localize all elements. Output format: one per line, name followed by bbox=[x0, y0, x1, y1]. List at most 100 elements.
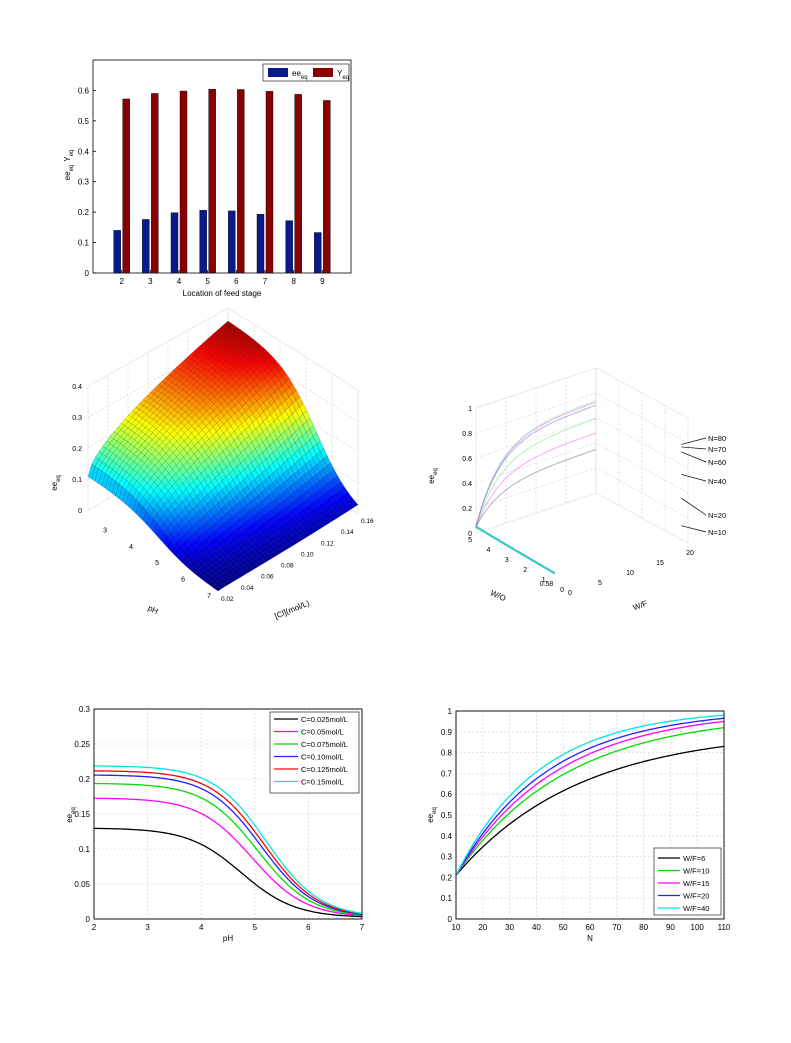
x-tick-label: 60 bbox=[586, 923, 595, 932]
series-pointer bbox=[681, 437, 707, 445]
z-tick-label: 0.1 bbox=[72, 477, 82, 484]
line3d-axes-box bbox=[475, 367, 689, 544]
y-tick-label: 0.8 bbox=[441, 749, 453, 758]
y-tick-label: 0.25 bbox=[74, 740, 90, 749]
legend-label: W/F=15 bbox=[683, 879, 709, 888]
series-line-C=0.025mol/L bbox=[93, 827, 363, 918]
bar-chart-ylabel: eeeqYeq bbox=[63, 150, 75, 181]
grid-line bbox=[475, 392, 597, 434]
ph-ylabel: eeeq bbox=[65, 807, 77, 823]
series-line-N=80 bbox=[475, 525, 556, 574]
y-tick-label: 0.05 bbox=[74, 880, 90, 889]
legend-label: W/F=10 bbox=[683, 867, 709, 876]
z-tick-label: 0.2 bbox=[72, 446, 82, 453]
x-tick-label: 7 bbox=[263, 277, 268, 286]
n-ylabel: eeeq bbox=[426, 807, 438, 823]
surface-zlabel: eeeq bbox=[50, 475, 62, 491]
y-tick-label: 0.5 bbox=[441, 811, 453, 820]
y-tick-label: 0.08 bbox=[281, 563, 294, 570]
series-shadow-N=80 bbox=[475, 400, 597, 527]
x-tick-label: 10 bbox=[626, 570, 634, 577]
svg-text:eeeq: eeeq bbox=[50, 475, 62, 491]
y-tick-label: 0 bbox=[86, 915, 91, 924]
bar-ee-6 bbox=[228, 210, 236, 274]
legend-label: W/F=6 bbox=[683, 854, 705, 863]
n-legend: W/F=6 W/F=10 W/F=15 W/F=20 W/F=40 bbox=[653, 847, 722, 916]
legend-label: C=0.05mol/L bbox=[301, 728, 344, 737]
n-xlabel: N bbox=[587, 934, 593, 943]
series-label: N=80 bbox=[708, 434, 726, 443]
x-tick-label: 15 bbox=[656, 560, 664, 567]
x-tick-label: 7 bbox=[360, 923, 365, 932]
x-tick-label: 50 bbox=[559, 923, 568, 932]
legend-label: C=0.125mol/L bbox=[301, 765, 348, 774]
z-tick-label: 0.4 bbox=[462, 481, 472, 488]
z-tick-label: 0.3 bbox=[72, 415, 82, 422]
bar-ee-4 bbox=[170, 212, 179, 274]
y-tick-label: 0.9 bbox=[441, 728, 453, 737]
bar-chart-plot-area bbox=[92, 59, 352, 274]
y-tick-label: 0.2 bbox=[441, 873, 453, 882]
legend-label: W/F=40 bbox=[683, 904, 709, 913]
bar-y-2 bbox=[122, 98, 130, 274]
x-tick-label: 3 bbox=[148, 277, 153, 286]
x-tick-label: 2 bbox=[92, 923, 97, 932]
series-line-C=0.05mol/L bbox=[93, 797, 363, 917]
series-shadow-N=60 bbox=[475, 404, 597, 527]
x-tick-label: 100 bbox=[691, 923, 705, 932]
legend-label: C=0.075mol/L bbox=[301, 740, 348, 749]
series-label: N=20 bbox=[708, 511, 726, 520]
x-tick-label: 20 bbox=[478, 923, 487, 932]
surface-xlabel: pH bbox=[147, 603, 160, 616]
series-shadow-N=10 bbox=[475, 449, 597, 527]
y-tick-label: 0.12 bbox=[321, 540, 334, 547]
bar-y-7 bbox=[265, 91, 274, 274]
series-line-C=0.075mol/L bbox=[93, 782, 363, 916]
bar-ee-2 bbox=[113, 230, 121, 274]
bar-y-5 bbox=[208, 89, 216, 274]
x-tick-label: 110 bbox=[718, 923, 731, 932]
series-line-C=0.10mol/L bbox=[93, 774, 363, 915]
grid-line bbox=[475, 417, 597, 459]
surface-chart: 0 0.1 0.2 0.3 0.4 3 4 5 6 7 0.02 0.04 0.06 0.08 0.10 0.… bbox=[50, 307, 374, 621]
n-line-chart: 10 20 30 40 50 60 70 80 90 100 110 0 0.1 0.2 0.3 0.4 0.5… bbox=[426, 707, 731, 943]
z-tick-label: 0.6 bbox=[462, 456, 472, 463]
svg-text:eeeq: eeeq bbox=[427, 468, 439, 484]
x-tick-label: 4 bbox=[199, 923, 204, 932]
x-tick-label: 40 bbox=[532, 923, 541, 932]
y-tick-label: 4 bbox=[486, 547, 490, 554]
x-tick-label: 6 bbox=[181, 577, 185, 584]
series-line-C=0.125mol/L bbox=[93, 770, 363, 915]
series-label: N=40 bbox=[708, 477, 726, 486]
z-tick-label: 0.4 bbox=[72, 384, 82, 391]
bar-y-4 bbox=[179, 90, 188, 274]
grid-line bbox=[475, 442, 597, 484]
y-tick-label: 0.2 bbox=[79, 775, 91, 784]
series-line-C=0.15mol/L bbox=[93, 765, 363, 915]
y-tick-label: 1 bbox=[542, 577, 546, 584]
x-tick-label: 4 bbox=[177, 277, 182, 286]
series-pointer bbox=[681, 446, 707, 450]
x-tick-label: 80 bbox=[639, 923, 648, 932]
legend-label-y: Yeq bbox=[337, 69, 349, 81]
x-tick-label: 7 bbox=[207, 593, 211, 600]
x-tick-label: 9 bbox=[320, 277, 325, 286]
series-line-W/F=6 bbox=[455, 745, 725, 876]
z-tick-label: 1 bbox=[468, 406, 472, 413]
line3d-zlabel: eeeq bbox=[427, 468, 439, 484]
ph-line-chart: 2 3 4 5 6 7 0 0.05 0.1 0.15 0.2 0.25 0.3 pH eeeq C=0… bbox=[65, 705, 365, 943]
legend-label: C=0.15mol/L bbox=[301, 778, 344, 787]
bar-y-8 bbox=[294, 94, 302, 274]
surface-cell bbox=[214, 585, 222, 592]
y-tick-label: 0.5 bbox=[78, 117, 90, 126]
legend-label: W/F=20 bbox=[683, 892, 709, 901]
y-tick-label: 0.02 bbox=[221, 596, 234, 603]
y-tick-label: 0.6 bbox=[441, 790, 453, 799]
y-tick-label: 0.06 bbox=[261, 574, 274, 581]
series-line-W/F=10 bbox=[455, 726, 725, 876]
svg-text:eeeq: eeeq bbox=[426, 807, 438, 823]
x-tick-label: 5 bbox=[205, 277, 210, 286]
svg-text:eeeqYeq: eeeqYeq bbox=[63, 150, 75, 181]
bar-ee-5 bbox=[199, 210, 207, 274]
